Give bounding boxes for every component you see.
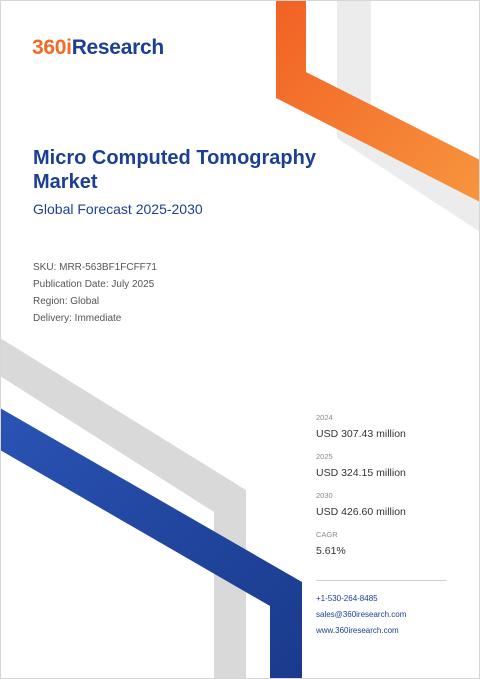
stat-value: USD 426.60 million (316, 506, 406, 518)
website-link[interactable]: www.360iresearch.com (316, 626, 399, 635)
brand-logo: 360iResearch (32, 36, 164, 60)
report-title: Micro Computed Tomography Market (33, 147, 316, 193)
stat-label: 2025 (316, 452, 333, 461)
phone-link[interactable]: +1-530-264-8485 (316, 594, 378, 603)
stat-label: CAGR (316, 530, 338, 539)
stat-label: 2024 (316, 413, 333, 422)
stat-value: USD 307.43 million (316, 428, 406, 440)
stat-value: 5.61% (316, 545, 346, 557)
sku-text: SKU: MRR-563BF1FCFF71 (33, 262, 157, 273)
logo-prefix: 360i (32, 36, 72, 59)
market-stats: 2024 USD 307.43 million 2025 USD 324.15 … (316, 412, 456, 568)
contact-info: +1-530-264-8485 sales@360iresearch.com w… (316, 591, 406, 639)
orange-stripe (276, 0, 480, 202)
email-link[interactable]: sales@360iresearch.com (316, 610, 407, 619)
gray-stripe (0, 338, 246, 679)
stat-label: 2030 (316, 491, 333, 500)
stat-2025: 2025 USD 324.15 million (316, 451, 456, 490)
logo-suffix: Research (71, 36, 164, 59)
report-subtitle: Global Forecast 2025-2030 (33, 201, 203, 217)
delivery-text: Delivery: Immediate (33, 313, 122, 324)
navy-stripe (0, 408, 302, 679)
stat-2030: 2030 USD 426.60 million (316, 490, 456, 529)
region-text: Region: Global (33, 296, 100, 307)
stat-cagr: CAGR 5.61% (316, 529, 456, 568)
publication-date-text: Publication Date: July 2025 (33, 279, 155, 290)
stat-2024: 2024 USD 307.43 million (316, 412, 456, 451)
stat-value: USD 324.15 million (316, 467, 406, 479)
report-meta: SKU: MRR-563BF1FCFF71 Publication Date: … (33, 259, 157, 327)
contact-divider (316, 580, 446, 581)
